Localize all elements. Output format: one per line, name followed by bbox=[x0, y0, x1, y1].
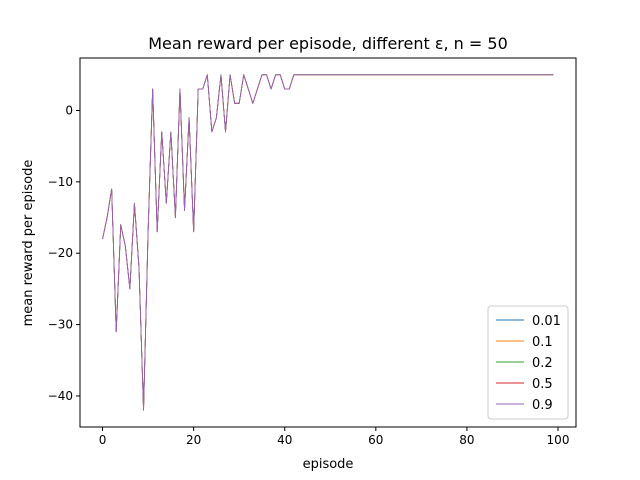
y-tick-label: −10 bbox=[48, 175, 73, 189]
x-tick-label: 40 bbox=[277, 433, 292, 447]
y-tick-label: −40 bbox=[48, 389, 73, 403]
x-tick-label: 0 bbox=[99, 433, 107, 447]
y-tick-label: −30 bbox=[48, 318, 73, 332]
legend-label-5: 0.9 bbox=[532, 398, 553, 413]
x-axis-label: episode bbox=[303, 457, 354, 472]
x-tick-label: 80 bbox=[459, 433, 474, 447]
x-tick-label: 60 bbox=[368, 433, 383, 447]
legend: 0.01 0.1 0.2 0.5 0.9 bbox=[487, 305, 569, 420]
x-axis-ticks: 0 20 40 60 80 100 bbox=[99, 427, 570, 447]
legend-label-4: 0.5 bbox=[532, 377, 553, 392]
legend-label-1: 0.01 bbox=[532, 314, 561, 329]
x-tick-label: 100 bbox=[547, 433, 570, 447]
series-line-5 bbox=[102, 74, 554, 411]
y-tick-label: −20 bbox=[48, 246, 73, 260]
plot-frame bbox=[79, 57, 577, 428]
y-tick-label: 0 bbox=[65, 103, 73, 117]
legend-label-3: 0.2 bbox=[532, 356, 553, 371]
legend-box bbox=[487, 305, 569, 420]
legend-label-2: 0.1 bbox=[532, 335, 553, 350]
y-axis-ticks: −40 −30 −20 −10 0 bbox=[48, 103, 80, 403]
y-axis-label: mean reward per episode bbox=[21, 160, 36, 327]
chart-title: Mean reward per episode, different ε, n … bbox=[148, 34, 508, 53]
x-tick-label: 20 bbox=[186, 433, 201, 447]
plot-series-group bbox=[102, 74, 554, 411]
